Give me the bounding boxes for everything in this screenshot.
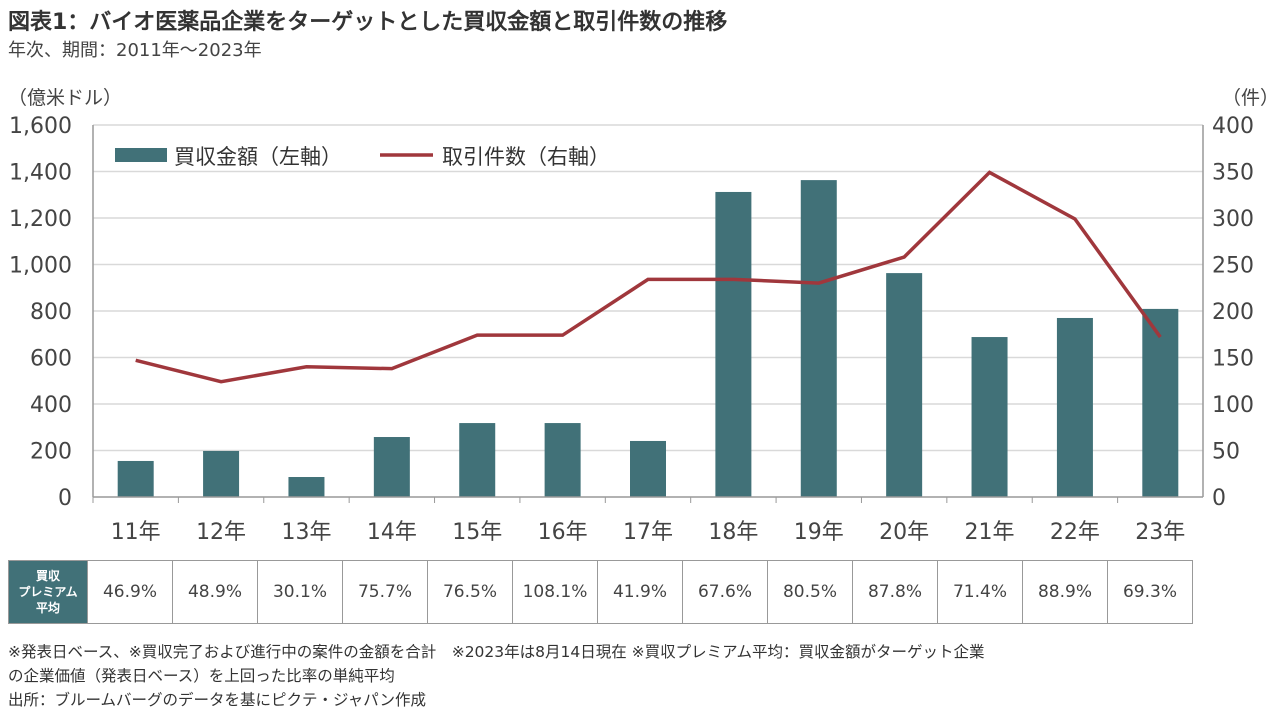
bar — [203, 450, 240, 497]
right-tick-label: 0 — [1212, 486, 1226, 511]
x-tick-label: 16年 — [538, 520, 588, 545]
left-tick-label: 1,200 — [9, 207, 72, 232]
bar — [1056, 317, 1093, 497]
x-tick-label: 22年 — [1050, 520, 1100, 545]
premium-cell: 75.7% — [342, 560, 428, 624]
bar — [459, 423, 496, 497]
right-tick-label: 300 — [1212, 207, 1254, 232]
premium-cell: 76.5% — [427, 560, 513, 624]
right-axis-label: （件） — [1222, 87, 1279, 109]
premium-header: 買収 プレミアム 平均 — [8, 560, 88, 624]
x-tick-label: 21年 — [965, 520, 1015, 545]
right-tick-label: 200 — [1212, 300, 1254, 325]
x-tick-label: 13年 — [281, 520, 331, 545]
bar — [800, 180, 837, 498]
right-tick-label: 250 — [1212, 254, 1254, 279]
chart-title: 図表1：バイオ医薬品企業をターゲットとした買収金額と取引件数の推移 — [8, 10, 728, 35]
left-tick-label: 0 — [58, 486, 72, 511]
x-tick-label: 14年 — [367, 520, 417, 545]
legend-bar-label: 買収金額（左軸） — [174, 145, 342, 169]
premium-cell: 71.4% — [937, 560, 1023, 624]
bar — [373, 437, 410, 497]
x-tick-label: 17年 — [623, 520, 673, 545]
left-tick-label: 1,000 — [9, 254, 72, 279]
bar — [886, 273, 923, 497]
right-tick-label: 50 — [1212, 440, 1240, 465]
x-tick-label: 18年 — [708, 520, 758, 545]
right-tick-label: 150 — [1212, 347, 1254, 372]
x-tick-label: 15年 — [452, 520, 502, 545]
x-tick-label: 19年 — [794, 520, 844, 545]
left-tick-label: 1,400 — [9, 161, 72, 186]
header-line: 平均 — [35, 601, 60, 615]
bar — [117, 460, 154, 497]
premium-cell: 41.9% — [597, 560, 683, 624]
bar — [630, 440, 666, 497]
bar — [544, 423, 581, 497]
left-tick-label: 800 — [30, 300, 72, 325]
left-tick-label: 1,600 — [9, 114, 72, 139]
premium-cell: 87.8% — [852, 560, 938, 624]
left-tick-label: 600 — [30, 347, 72, 372]
legend-line-label: 取引件数（右軸） — [442, 145, 610, 169]
bar — [288, 477, 325, 497]
left-tick-label: 400 — [30, 393, 72, 418]
premium-cell: 46.9% — [87, 560, 173, 624]
premium-cell: 69.3% — [1107, 560, 1193, 624]
legend-bar-swatch — [115, 148, 167, 162]
note-2: の企業価値（発表日ベース）を上回った比率の単純平均 — [8, 667, 395, 685]
left-tick-label: 200 — [30, 440, 72, 465]
source-note: 出所：ブルームバーグのデータを基にピクテ・ジャパン作成 — [8, 691, 427, 709]
x-tick-label: 20年 — [879, 520, 929, 545]
header-line: プレミアム — [18, 585, 78, 599]
x-tick-label: 23年 — [1135, 520, 1185, 545]
bar — [715, 191, 752, 497]
right-tick-label: 350 — [1212, 161, 1254, 186]
chart-subtitle: 年次、期間：2011年～2023年 — [8, 40, 262, 61]
premium-cell: 30.1% — [257, 560, 343, 624]
premium-cell: 88.9% — [1022, 560, 1108, 624]
premium-cell: 80.5% — [767, 560, 853, 624]
premium-cell: 48.9% — [172, 560, 258, 624]
premium-cell: 108.1% — [512, 560, 598, 624]
note-1: ※発表日ベース、※買収完了および進行中の案件の金額を合計 ※2023年は8月14… — [8, 643, 985, 661]
x-tick-label: 11年 — [111, 520, 161, 545]
header-line: 買収 — [35, 569, 60, 583]
chart: 0 200 400 600 800 1,000 1,200 1,400 1,600 0 50 100 1… — [8, 87, 1279, 545]
x-tick-label: 12年 — [196, 520, 246, 545]
premium-cell: 67.6% — [682, 560, 768, 624]
right-tick-label: 100 — [1212, 393, 1254, 418]
left-axis-label: （億米ドル） — [8, 87, 122, 109]
bar — [971, 337, 1008, 497]
premium-table: 買収プレミアム平均 46.9% 48.9% 30.1% 75.7% 76.5% 108.1… — [8, 560, 1193, 624]
right-tick-label: 400 — [1212, 114, 1254, 139]
bar — [1142, 308, 1179, 497]
